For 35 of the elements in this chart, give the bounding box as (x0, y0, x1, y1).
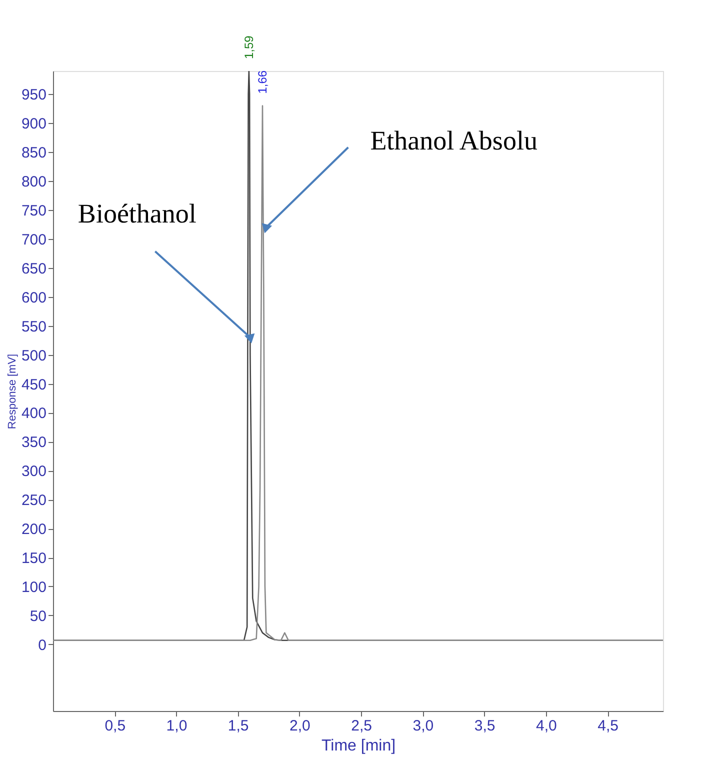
y-tick-label: 100 (21, 578, 46, 596)
y-axis-title: Response [mV] (6, 354, 18, 430)
y-tick-label: 300 (21, 463, 46, 480)
y-tick-label: 50 (30, 608, 46, 625)
y-tick-label: 450 (21, 376, 46, 394)
y-tick-label: 700 (21, 231, 46, 248)
annotation: 1,66 (255, 70, 270, 94)
y-tick-label: 600 (21, 289, 46, 306)
annotation: 1,59 (242, 35, 256, 59)
y-tick-label: 0 (38, 636, 46, 654)
x-tick-label: 3,5 (474, 718, 496, 734)
annotation: Bioéthanol (78, 198, 196, 228)
y-tick-label: 550 (21, 318, 46, 336)
y-tick-label: 500 (21, 347, 46, 364)
y-tick-label: 900 (21, 116, 46, 133)
y-tick-label: 250 (21, 492, 46, 510)
x-tick-label: 2,0 (290, 718, 310, 734)
y-tick-label: 150 (21, 550, 46, 568)
y-tick-label: 400 (21, 405, 46, 422)
y-tick-label: 850 (21, 144, 46, 162)
y-tick-label: 200 (21, 521, 46, 538)
x-tick-label: 1,5 (228, 718, 249, 734)
x-tick-label: 3,0 (412, 718, 434, 734)
x-tick-label: 4,0 (536, 718, 557, 734)
annotation: Ethanol Absolu (370, 125, 538, 156)
y-tick-label: 800 (21, 174, 46, 191)
y-tick-label: 350 (21, 434, 46, 452)
y-tick-label: 750 (21, 202, 46, 220)
y-tick-label: 650 (21, 260, 46, 278)
x-axis-title: Time [min] (321, 738, 396, 754)
x-tick-label: 0,5 (104, 718, 126, 734)
x-tick-label: 1,0 (166, 718, 188, 734)
x-tick-label: 4,5 (598, 718, 618, 734)
y-tick-label: 950 (21, 86, 46, 104)
x-tick-label: 2,5 (351, 718, 372, 734)
